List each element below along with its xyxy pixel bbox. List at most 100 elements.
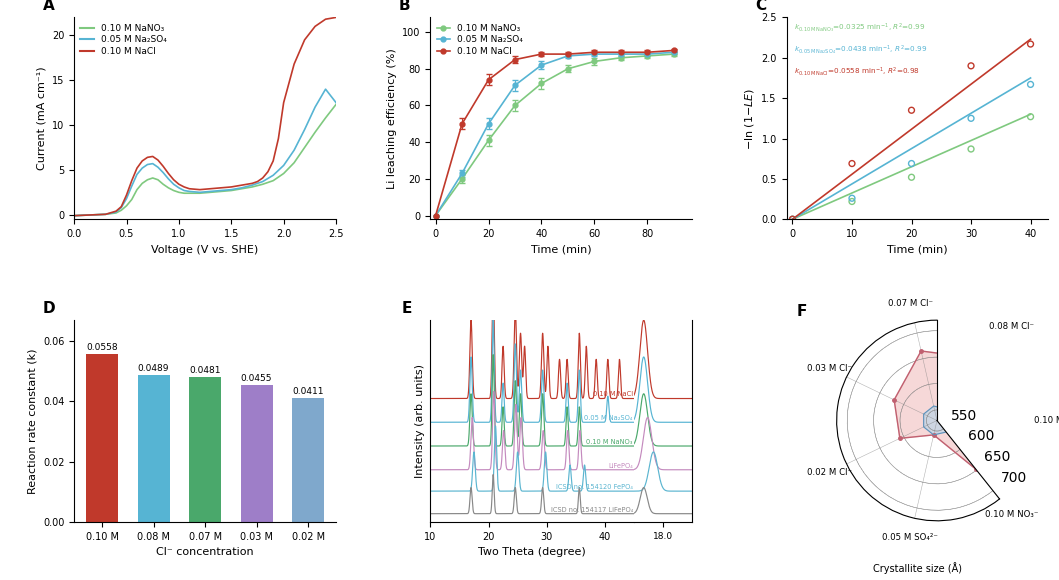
Y-axis label: Li leaching efficiency (%): Li leaching efficiency (%) <box>387 48 397 188</box>
0.10 M NaNO₃ <box>235 185 248 192</box>
0.10 M NaNO₃ <box>100 211 112 218</box>
0.10 M NaCl <box>78 212 91 219</box>
0.10 M NaCl <box>136 157 148 164</box>
0.05 M Na₂SO₄ <box>115 204 128 211</box>
0.10 M NaNO₃ <box>299 144 311 151</box>
0.10 M NaNO₃ <box>162 184 175 191</box>
0.05 M Na₂SO₄ <box>299 126 311 133</box>
0.10 M NaNO₃ <box>167 187 180 194</box>
Text: 0.0489: 0.0489 <box>138 364 169 372</box>
0.10 M NaCl <box>329 14 342 21</box>
0.10 M NaCl <box>151 157 164 164</box>
Point <box>784 215 801 224</box>
Text: $k_{0.10\,\mathrm{M\,NaNO_3}}$=0.0325 min$^{-1}$, $R^2$=0.99: $k_{0.10\,\mathrm{M\,NaNO_3}}$=0.0325 mi… <box>794 21 926 35</box>
0.10 M NaCl <box>89 211 102 218</box>
Text: 0.10 M NaCl: 0.10 M NaCl <box>593 392 633 397</box>
Bar <box>86 354 118 522</box>
0.05 M Na₂SO₄ <box>319 86 331 93</box>
0.10 M NaCl <box>288 60 301 67</box>
Text: 0.0558: 0.0558 <box>86 343 118 352</box>
Y-axis label: $-\mathregular{ln}$ (1$-LE$): $-\mathregular{ln}$ (1$-LE$) <box>742 87 756 150</box>
0.05 M Na₂SO₄ <box>235 184 248 191</box>
Text: F: F <box>796 304 807 319</box>
0.10 M NaNO₃ <box>194 190 207 197</box>
Legend: 0.10 M NaNO₃, 0.05 M Na₂SO₄, 0.10 M NaCl: 0.10 M NaNO₃, 0.05 M Na₂SO₄, 0.10 M NaCl <box>435 22 525 58</box>
0.10 M NaCl <box>214 184 227 191</box>
Point <box>1022 39 1039 49</box>
Text: 0.0481: 0.0481 <box>190 366 221 375</box>
0.10 M NaNO₃ <box>115 207 128 214</box>
0.10 M NaCl <box>246 180 258 187</box>
0.05 M Na₂SO₄ <box>173 184 185 191</box>
Point <box>903 106 920 115</box>
0.05 M Na₂SO₄ <box>141 161 154 168</box>
X-axis label: Time (min): Time (min) <box>531 245 592 255</box>
0.05 M Na₂SO₄ <box>110 209 123 216</box>
0.10 M NaCl <box>267 157 280 164</box>
0.10 M NaNO₃ <box>329 101 342 108</box>
0.10 M NaCl <box>100 211 112 218</box>
0.05 M Na₂SO₄ <box>78 212 91 219</box>
Text: D: D <box>42 301 55 316</box>
0.05 M Na₂SO₄ <box>225 186 237 193</box>
0.05 M Na₂SO₄ <box>267 172 280 179</box>
0.10 M NaNO₃ <box>78 212 91 219</box>
Text: 0.10 M NaNO₃: 0.10 M NaNO₃ <box>587 439 633 445</box>
0.10 M NaNO₃ <box>173 189 185 196</box>
0.05 M Na₂SO₄ <box>288 147 301 154</box>
Line: 0.05 M Na₂SO₄: 0.05 M Na₂SO₄ <box>74 89 336 216</box>
0.10 M NaNO₃ <box>225 187 237 194</box>
0.05 M Na₂SO₄ <box>277 162 290 169</box>
0.10 M NaCl <box>178 183 191 190</box>
Point <box>963 144 980 154</box>
0.10 M NaCl <box>309 23 322 30</box>
0.10 M NaNO₃ <box>288 160 301 166</box>
0.05 M Na₂SO₄ <box>167 181 180 188</box>
0.10 M NaNO₃ <box>183 190 196 197</box>
Bar <box>138 375 169 522</box>
0.10 M NaCl <box>162 170 175 177</box>
0.05 M Na₂SO₄ <box>256 178 269 185</box>
Polygon shape <box>923 406 952 435</box>
0.10 M NaNO₃ <box>267 177 280 184</box>
Text: $k_{0.10\,\mathrm{M\,NaCl}}$=0.0558 min$^{-1}$, $R^2$=0.98: $k_{0.10\,\mathrm{M\,NaCl}}$=0.0558 min$… <box>794 66 920 78</box>
0.10 M NaCl <box>251 178 264 185</box>
0.10 M NaCl <box>68 212 80 219</box>
0.05 M Na₂SO₄ <box>162 175 175 182</box>
0.10 M NaCl <box>115 203 128 210</box>
0.10 M NaNO₃ <box>157 181 169 188</box>
Point <box>784 215 801 224</box>
0.10 M NaCl <box>272 135 285 142</box>
0.10 M NaNO₃ <box>136 180 148 187</box>
Bar <box>240 385 272 522</box>
0.10 M NaNO₃ <box>256 181 269 188</box>
0.10 M NaCl <box>183 185 196 192</box>
0.10 M NaNO₃ <box>68 212 80 219</box>
Text: A: A <box>42 0 54 13</box>
0.10 M NaCl <box>256 175 269 182</box>
Point <box>903 159 920 168</box>
Point <box>1022 112 1039 121</box>
Point <box>844 159 861 168</box>
Point <box>784 215 801 224</box>
0.10 M NaNO₃ <box>120 202 132 209</box>
0.10 M NaNO₃ <box>319 114 331 121</box>
0.10 M NaCl <box>120 191 132 198</box>
Point <box>1022 80 1039 89</box>
Text: LiFePO₄: LiFePO₄ <box>608 463 633 469</box>
Text: E: E <box>401 301 412 316</box>
Text: 0.0411: 0.0411 <box>292 387 324 396</box>
Text: ICSD no. 154117 LiFePO₄: ICSD no. 154117 LiFePO₄ <box>551 506 633 513</box>
0.10 M NaNO₃ <box>214 188 227 195</box>
0.10 M NaNO₃ <box>141 176 154 183</box>
0.10 M NaNO₃ <box>151 176 164 183</box>
Y-axis label: Intensity (arb. units): Intensity (arb. units) <box>415 364 425 478</box>
Text: $k_{0.05\,\mathrm{M\,Na_2SO_4}}$=0.0438 min$^{-1}$, $R^2$=0.99: $k_{0.05\,\mathrm{M\,Na_2SO_4}}$=0.0438 … <box>794 44 928 57</box>
0.05 M Na₂SO₄ <box>183 188 196 195</box>
Point <box>844 194 861 203</box>
0.10 M NaCl <box>110 208 123 215</box>
0.05 M Na₂SO₄ <box>68 212 80 219</box>
0.10 M NaNO₃ <box>146 175 159 182</box>
0.10 M NaCl <box>262 168 274 175</box>
0.05 M Na₂SO₄ <box>120 195 132 202</box>
